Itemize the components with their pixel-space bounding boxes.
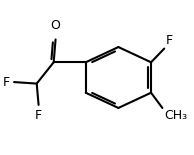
Text: CH₃: CH₃ <box>164 109 187 122</box>
Text: F: F <box>3 76 10 89</box>
Text: O: O <box>51 19 61 32</box>
Text: F: F <box>166 34 173 47</box>
Text: F: F <box>35 109 42 122</box>
